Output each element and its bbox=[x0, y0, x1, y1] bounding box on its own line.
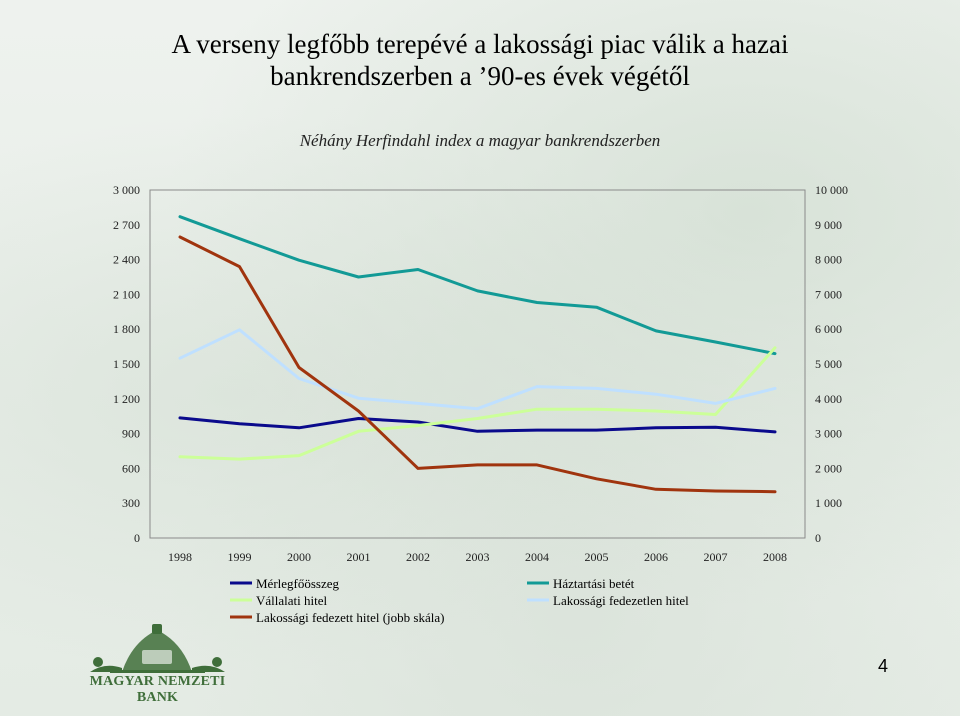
series-line bbox=[178, 235, 777, 494]
left-axis-tick-label: 300 bbox=[122, 496, 140, 510]
slide-title-line-2: bankrendszerben a ’90-es évek végétől bbox=[270, 61, 690, 91]
series-line bbox=[178, 346, 777, 461]
x-axis-tick-label: 2004 bbox=[525, 550, 549, 564]
left-axis-tick-label: 3 000 bbox=[113, 183, 140, 197]
chart-title: Néhány Herfindahl index a magyar bankren… bbox=[299, 131, 661, 150]
page-number: 4 bbox=[878, 656, 889, 676]
x-axis-tick-label: 2000 bbox=[287, 550, 311, 564]
plot-area-border bbox=[149, 189, 806, 539]
left-axis-tick-label: 1 500 bbox=[113, 357, 140, 371]
x-axis-tick-label: 1998 bbox=[168, 550, 192, 564]
bank-emblem-icon bbox=[90, 624, 225, 673]
series-line bbox=[178, 416, 777, 434]
right-axis-tick-label: 2 000 bbox=[815, 461, 842, 475]
right-axis-tick-label: 7 000 bbox=[815, 287, 842, 301]
left-axis-tick-label: 2 400 bbox=[113, 253, 140, 267]
left-axis-tick-label: 600 bbox=[122, 461, 140, 475]
series-line bbox=[178, 328, 777, 411]
right-axis-tick-label: 3 000 bbox=[815, 427, 842, 441]
left-axis-tick-label: 0 bbox=[134, 531, 140, 545]
right-axis-tick-label: 8 000 bbox=[815, 253, 842, 267]
right-axis-tick-label: 9 000 bbox=[815, 218, 842, 232]
right-axis-tick-label: 4 000 bbox=[815, 392, 842, 406]
x-axis-tick-label: 2003 bbox=[466, 550, 490, 564]
x-axis-tick-label: 2006 bbox=[644, 550, 668, 564]
left-axis-tick-label: 2 100 bbox=[113, 287, 140, 301]
logo: MAGYAR NEMZETI BANK bbox=[70, 622, 245, 705]
right-axis-tick-label: 10 000 bbox=[815, 183, 848, 197]
x-axis-tick-label: 2002 bbox=[406, 550, 430, 564]
x-axis-tick-label: 2007 bbox=[704, 550, 728, 564]
legend-label: Lakossági fedezetlen hitel bbox=[553, 593, 689, 608]
left-axis-tick-label: 1 200 bbox=[113, 392, 140, 406]
x-axis-tick-label: 2001 bbox=[347, 550, 371, 564]
x-axis-tick-label: 2005 bbox=[585, 550, 609, 564]
right-axis-tick-label: 6 000 bbox=[815, 322, 842, 336]
right-axis-tick-label: 5 000 bbox=[815, 357, 842, 371]
right-axis-tick-label: 1 000 bbox=[815, 496, 842, 510]
legend-label: Lakossági fedezett hitel (jobb skála) bbox=[256, 610, 444, 625]
left-axis-tick-label: 900 bbox=[122, 427, 140, 441]
legend-label: Vállalati hitel bbox=[256, 593, 328, 608]
x-axis-tick-label: 1999 bbox=[228, 550, 252, 564]
slide-title-line-1: A verseny legfőbb terepévé a lakossági p… bbox=[171, 29, 789, 59]
series-line bbox=[178, 215, 777, 356]
logo-text: MAGYAR NEMZETI BANK bbox=[89, 674, 226, 705]
x-axis-tick-label: 2008 bbox=[763, 550, 787, 564]
legend-label: Mérlegfőösszeg bbox=[256, 576, 340, 591]
right-axis-tick-label: 0 bbox=[815, 531, 821, 545]
left-axis-tick-label: 2 700 bbox=[113, 218, 140, 232]
left-axis-tick-label: 1 800 bbox=[113, 322, 140, 336]
legend-label: Háztartási betét bbox=[553, 576, 635, 591]
